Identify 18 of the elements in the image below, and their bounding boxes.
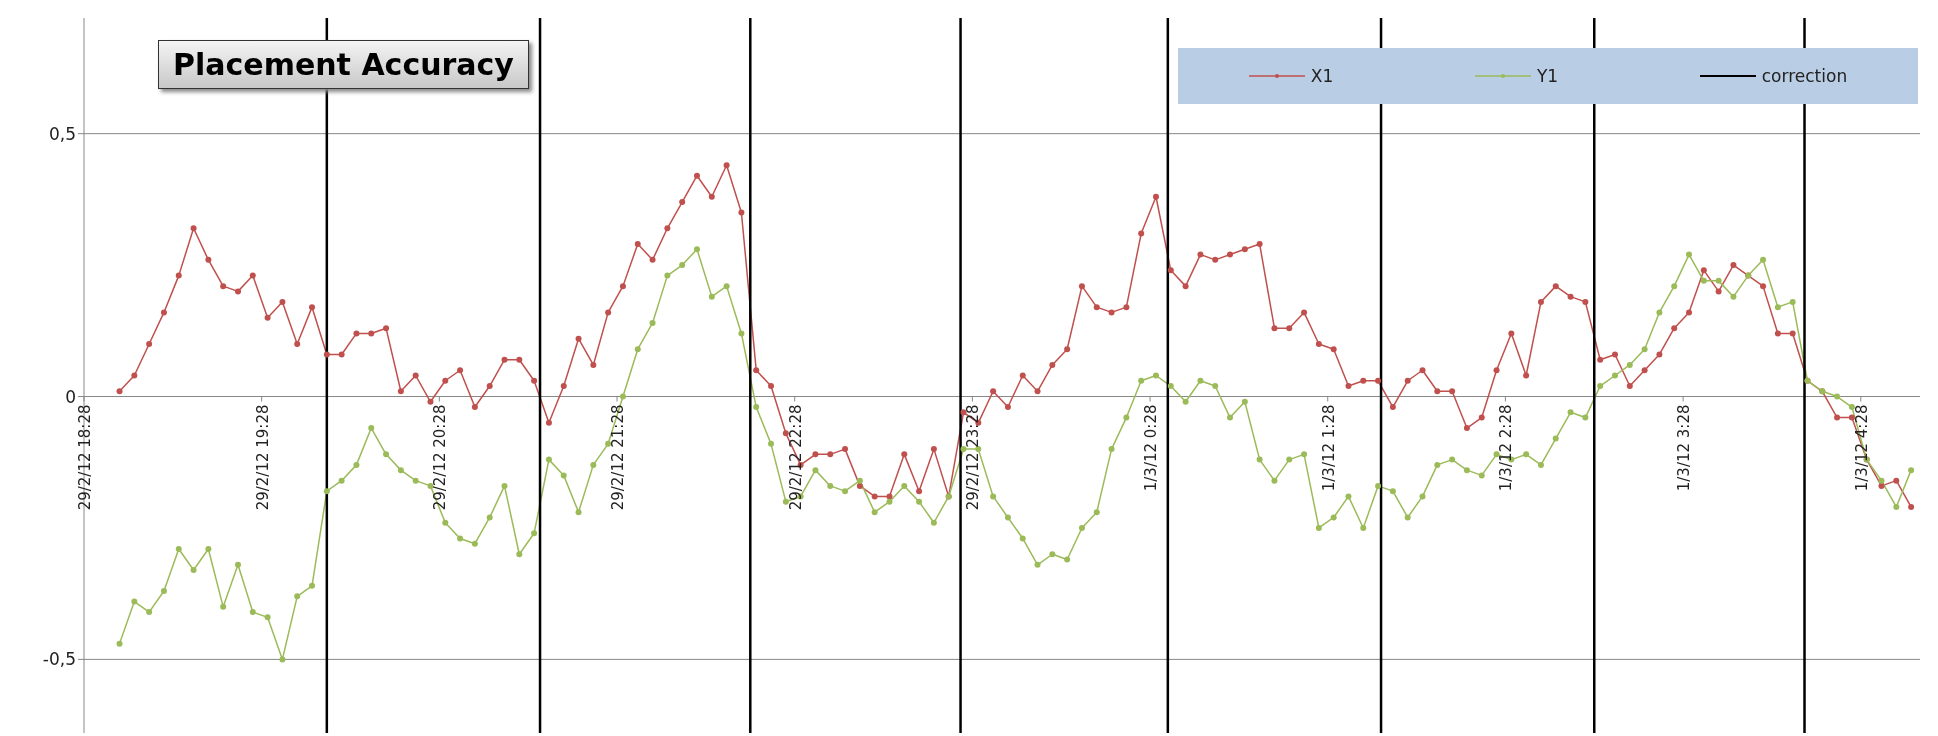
x-tick-label: 1/3/12 3:28 <box>1675 404 1694 492</box>
legend-label: correction <box>1761 66 1848 86</box>
x-tick-label: 29/2/12 23:28 <box>964 404 983 511</box>
x-tick-label: 1/3/12 4:28 <box>1852 404 1871 492</box>
x-tick-label: 1/3/12 1:28 <box>1319 404 1338 492</box>
x-tick-label: 29/2/12 22:28 <box>786 404 805 511</box>
x-tick-label: 29/2/12 21:28 <box>609 404 628 511</box>
text: Placement Accuracy <box>158 40 529 89</box>
x-tick-label: 29/2/12 19:28 <box>253 404 272 511</box>
x-tick-label: 1/3/12 2:28 <box>1497 404 1516 492</box>
x-tick-label: 29/2/12 18:28 <box>76 404 94 511</box>
y-tick-label: 0,5 <box>48 123 76 144</box>
legend-label: Y1 <box>1536 66 1559 86</box>
y-tick-label: 0 <box>65 386 76 407</box>
x-tick-label: 29/2/12 20:28 <box>431 404 450 511</box>
legend-label: X1 <box>1310 66 1334 86</box>
x-tick-label: 1/3/12 0:28 <box>1142 404 1161 492</box>
y-tick-label: -0,5 <box>42 649 76 670</box>
